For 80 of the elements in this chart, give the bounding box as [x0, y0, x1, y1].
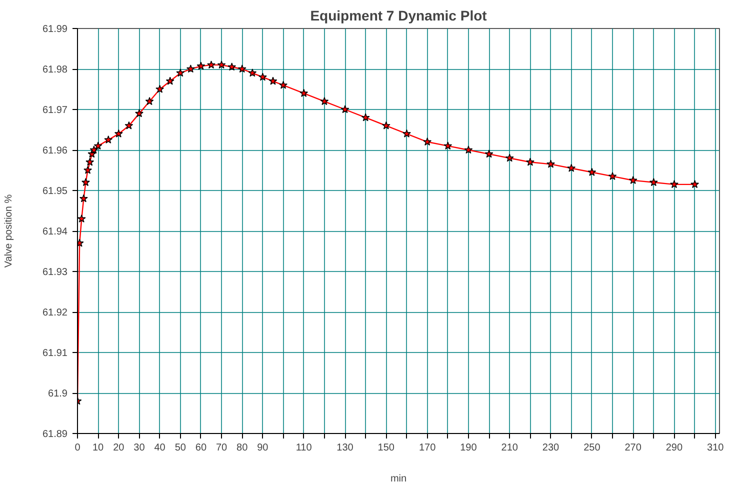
point — [94, 142, 102, 150]
point — [176, 68, 185, 77]
point — [670, 180, 678, 188]
y-tick-label: 61.89 — [42, 429, 68, 440]
point — [505, 154, 514, 162]
point — [114, 129, 123, 138]
point — [86, 158, 94, 166]
point — [361, 113, 370, 122]
point — [145, 97, 154, 106]
y-tick-label: 61.97 — [42, 105, 68, 116]
point — [186, 64, 195, 73]
x-tick-label: 90 — [257, 442, 269, 454]
point — [78, 214, 86, 222]
point — [104, 135, 113, 144]
point — [320, 97, 329, 106]
point — [196, 62, 206, 70]
point — [135, 109, 144, 118]
x-tick-label: 210 — [501, 442, 518, 454]
y-tick-label: 61.94 — [42, 226, 68, 238]
point — [90, 146, 98, 154]
y-tick-label: 61.93 — [42, 267, 68, 278]
x-tick-label: 70 — [216, 442, 228, 454]
point — [79, 194, 88, 202]
point — [248, 68, 257, 77]
y-tick-label: 61.91 — [42, 348, 68, 359]
x-tick-label: 190 — [460, 442, 478, 454]
x-tick-label: 270 — [624, 442, 642, 454]
point — [82, 178, 90, 186]
point — [484, 150, 494, 158]
x-tick-label: 130 — [336, 442, 354, 454]
x-tick-label: 0 — [74, 442, 81, 454]
x-tick-label: 110 — [296, 442, 312, 454]
x-axis-title: min — [390, 474, 407, 484]
x-tick-label: 80 — [236, 442, 248, 454]
point — [279, 80, 288, 89]
point — [649, 178, 658, 186]
x-tick-label: 10 — [92, 442, 104, 454]
x-tick-label: 150 — [378, 442, 395, 454]
x-tick-label: 290 — [666, 442, 684, 454]
point — [402, 129, 411, 138]
point — [217, 60, 226, 69]
x-tick-label: 250 — [584, 442, 601, 454]
x-tick-label: 170 — [418, 442, 436, 454]
point — [628, 176, 638, 184]
point — [608, 172, 617, 180]
point — [300, 88, 308, 97]
y-tick-label: 61.99 — [42, 24, 68, 35]
x-tick-label: 30 — [134, 442, 146, 454]
point — [526, 158, 534, 166]
x-tick-label: 230 — [542, 442, 560, 454]
point — [546, 160, 555, 168]
point — [207, 60, 216, 69]
x-tick-label: 50 — [174, 442, 186, 454]
point — [124, 121, 134, 130]
point — [690, 180, 700, 188]
point — [567, 164, 576, 172]
point — [156, 84, 164, 93]
point — [166, 76, 174, 85]
point — [588, 168, 596, 176]
point — [382, 121, 390, 130]
y-tick-label: 61.95 — [42, 186, 68, 197]
y-tick-label: 61.9 — [48, 388, 68, 400]
y-tick-label: 61.96 — [42, 146, 68, 156]
point — [228, 62, 236, 71]
y-axis-title: Valve position % — [3, 194, 14, 268]
point — [423, 138, 432, 146]
chart-title: Equipment 7 Dynamic Plot — [310, 8, 488, 24]
point — [84, 166, 92, 174]
point — [464, 146, 473, 154]
x-tick-label: 20 — [113, 442, 125, 454]
point — [340, 105, 350, 114]
x-tick-label: 310 — [707, 442, 724, 454]
point — [238, 64, 246, 73]
x-tick-label: 60 — [195, 442, 207, 454]
x-tick-label: 40 — [154, 442, 166, 454]
y-tick-label: 61.92 — [42, 308, 68, 318]
y-tick-label: 61.98 — [42, 64, 68, 76]
point — [444, 142, 452, 150]
point — [258, 72, 267, 81]
point — [268, 76, 278, 85]
